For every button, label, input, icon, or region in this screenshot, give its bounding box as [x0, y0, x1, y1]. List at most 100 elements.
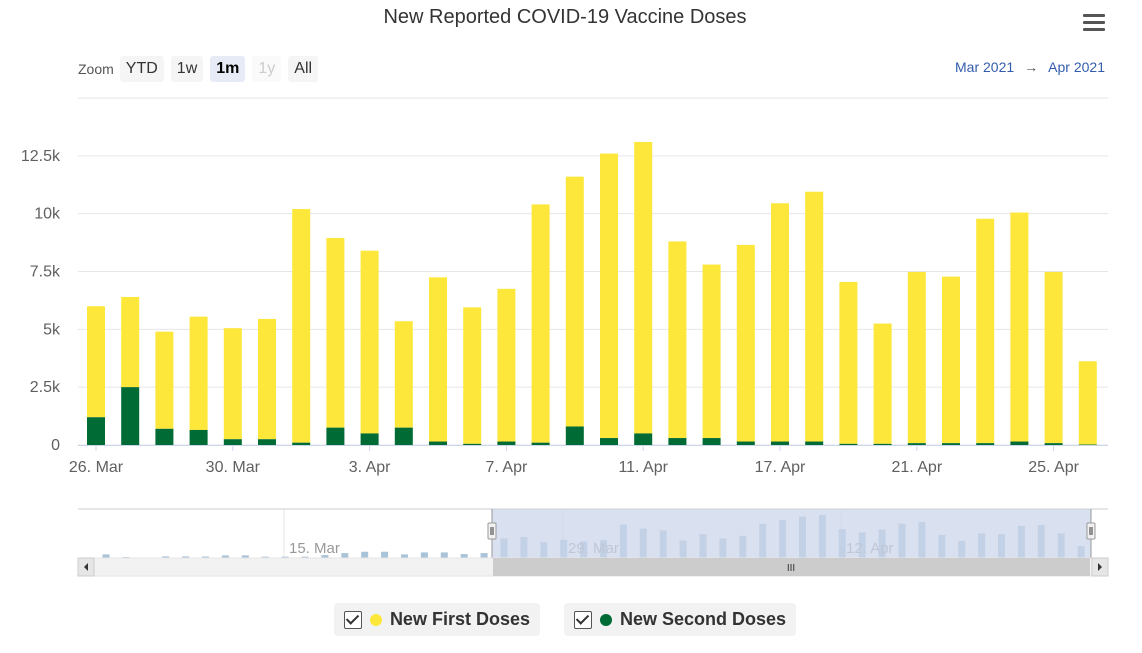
bar-second-doses[interactable]	[873, 443, 892, 445]
navigator-bar	[401, 554, 408, 558]
bar-second-doses[interactable]	[258, 439, 276, 445]
scrollbar-grip-icon: III	[787, 563, 795, 574]
bar-second-doses[interactable]	[326, 427, 345, 445]
legend-label-first: New First Doses	[389, 609, 530, 629]
bar-second-doses[interactable]	[87, 417, 105, 445]
zoom-all-button[interactable]: All	[288, 56, 319, 82]
bar-second-doses[interactable]	[1010, 441, 1029, 445]
navigator-handle-left[interactable]	[487, 522, 497, 540]
bar-second-doses[interactable]	[497, 441, 516, 445]
bar-first-doses[interactable]	[223, 328, 242, 440]
bar-second-doses[interactable]	[360, 433, 379, 445]
bar-first-doses[interactable]	[258, 318, 276, 440]
bar-first-doses[interactable]	[634, 141, 653, 434]
bar-second-doses[interactable]	[907, 443, 926, 445]
bar-second-doses[interactable]	[634, 433, 653, 445]
bar-second-doses[interactable]	[702, 438, 721, 445]
navigator-bar	[182, 556, 190, 558]
bar-first-doses[interactable]	[1078, 361, 1097, 445]
bar-first-doses[interactable]	[463, 307, 482, 444]
bar-second-doses[interactable]	[942, 443, 960, 445]
bar-second-doses[interactable]	[223, 439, 242, 445]
bar-second-doses[interactable]	[839, 443, 858, 445]
bar-first-doses[interactable]	[394, 321, 413, 428]
zoom-1w-button[interactable]: 1w	[170, 56, 204, 82]
bar-first-doses[interactable]	[873, 323, 892, 444]
legend-item-first-doses[interactable]: New First Doses	[333, 603, 540, 636]
bar-second-doses[interactable]	[1044, 443, 1063, 445]
bar-second-doses[interactable]	[736, 441, 755, 445]
bar-second-doses[interactable]	[565, 426, 584, 445]
bar-first-doses[interactable]	[1010, 212, 1029, 442]
zoom-1y-button: 1y	[252, 56, 282, 82]
navigator-handle-right[interactable]	[1086, 522, 1096, 540]
bar-first-doses[interactable]	[702, 264, 721, 439]
x-tick-label: 11. Apr	[618, 459, 668, 476]
x-tick-label: 3. Apr	[349, 459, 391, 476]
x-tick-label: 25. Apr	[1028, 459, 1079, 476]
bar-second-doses[interactable]	[189, 429, 208, 445]
bar-first-doses[interactable]	[771, 203, 789, 442]
bar-first-doses[interactable]	[976, 218, 995, 444]
bar-second-doses[interactable]	[463, 443, 482, 445]
x-tick-label: 7. Apr	[485, 459, 527, 476]
bar-first-doses[interactable]	[292, 209, 311, 443]
first-dose-dot-icon	[369, 613, 382, 626]
navigator-selection[interactable]	[492, 509, 1091, 558]
bar-second-doses[interactable]	[429, 441, 447, 445]
navigator-bar	[420, 552, 428, 558]
bar-second-doses[interactable]	[292, 442, 311, 445]
navigator-bar	[480, 553, 488, 558]
chevron-right-icon	[1098, 563, 1102, 571]
bar-first-doses[interactable]	[565, 176, 584, 427]
bar-first-doses[interactable]	[839, 281, 858, 444]
bar-second-doses[interactable]	[668, 438, 687, 445]
zoom-1m-button[interactable]: 1m	[210, 56, 246, 82]
bar-first-doses[interactable]	[189, 316, 208, 430]
bar-second-doses[interactable]	[771, 441, 789, 445]
range-to[interactable]: Apr 2021	[1048, 59, 1105, 75]
bar-second-doses[interactable]	[121, 387, 140, 445]
bar-first-doses[interactable]	[326, 237, 345, 428]
navigator-bar	[102, 554, 110, 558]
checkbox-icon[interactable]	[573, 610, 592, 629]
chevron-left-icon	[84, 563, 88, 571]
bar-first-doses[interactable]	[360, 250, 379, 434]
range-from[interactable]: Mar 2021	[955, 59, 1015, 75]
bar-first-doses[interactable]	[155, 331, 174, 429]
navigator-bar	[321, 555, 329, 558]
bar-first-doses[interactable]	[907, 271, 926, 444]
date-range: Mar 2021 → Apr 2021	[955, 59, 1105, 75]
bar-second-doses[interactable]	[155, 428, 174, 445]
bar-first-doses[interactable]	[600, 153, 618, 439]
legend-label-second: New Second Doses	[619, 609, 787, 629]
legend-item-second-doses[interactable]: New Second Doses	[563, 603, 797, 636]
navigator-bar	[281, 556, 289, 558]
bar-first-doses[interactable]	[429, 277, 447, 442]
checkbox-icon[interactable]	[343, 610, 362, 629]
bar-first-doses[interactable]	[736, 244, 755, 442]
bar-first-doses[interactable]	[531, 204, 550, 443]
bar-first-doses[interactable]	[942, 276, 960, 444]
hamburger-menu-icon[interactable]	[1083, 14, 1105, 32]
bar-first-doses[interactable]	[121, 296, 140, 388]
bar-second-doses[interactable]	[976, 443, 995, 445]
bar-first-doses[interactable]	[1044, 271, 1063, 444]
bar-first-doses[interactable]	[497, 288, 516, 442]
navigator-bar	[381, 551, 389, 558]
x-tick-label: 30. Mar	[206, 459, 261, 476]
bar-first-doses[interactable]	[668, 241, 687, 439]
bar-second-doses[interactable]	[394, 427, 413, 445]
y-tick-label: 10k	[34, 206, 61, 223]
legend: New First Doses New Second Doses	[0, 603, 1130, 636]
bar-first-doses[interactable]	[87, 306, 105, 418]
bar-second-doses[interactable]	[805, 441, 824, 445]
zoom-ytd-button[interactable]: YTD	[119, 56, 164, 82]
x-tick-label: 26. Mar	[69, 459, 124, 476]
scrollbar-thumb[interactable]	[493, 558, 1090, 576]
bar-second-doses[interactable]	[600, 438, 618, 445]
bar-first-doses[interactable]	[805, 191, 824, 442]
second-dose-dot-icon	[599, 613, 612, 626]
y-tick-label: 12.5k	[21, 148, 61, 165]
bar-second-doses[interactable]	[531, 442, 550, 445]
